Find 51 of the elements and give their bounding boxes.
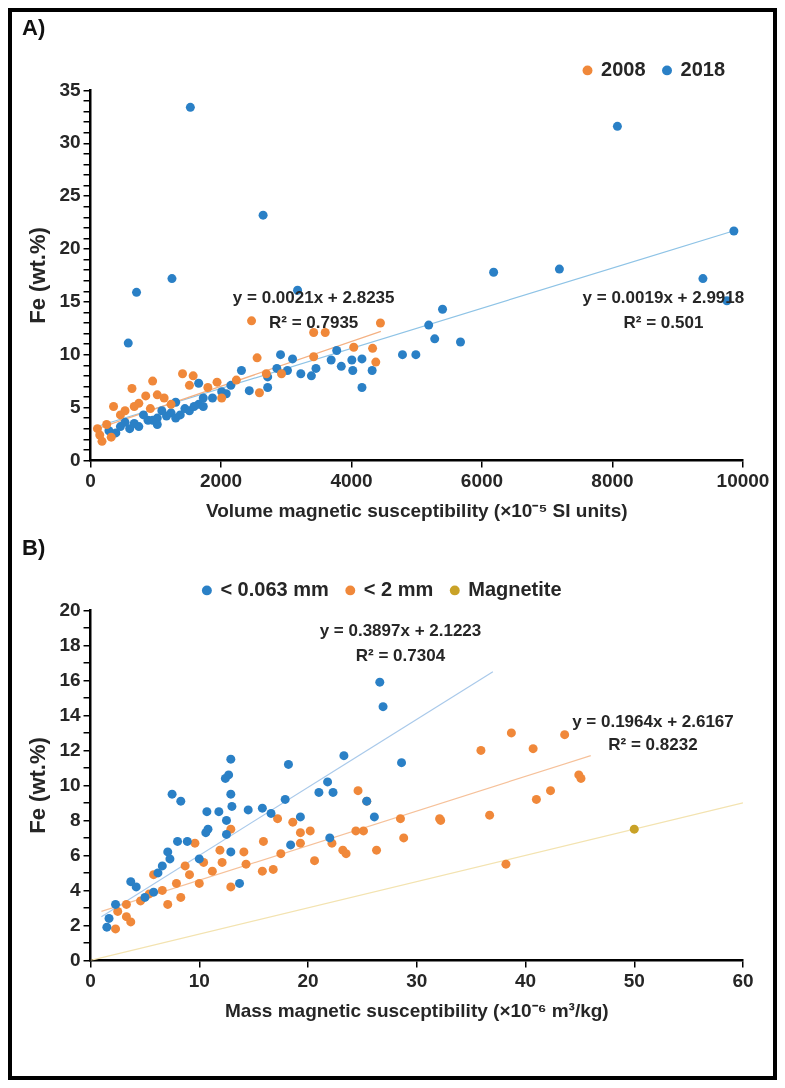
legend-label: Magnetite	[468, 577, 562, 600]
annotation: R² = 0.7304	[355, 645, 446, 665]
chart-title: A)	[22, 15, 46, 41]
y-tick-label: 0	[69, 948, 81, 970]
legend-label: 2018	[680, 57, 726, 80]
y-tick-label: 20	[59, 237, 81, 259]
y-tick-label: 20	[59, 598, 81, 620]
annotation: R² = 0.501	[623, 312, 704, 332]
x-tick-label: 0	[85, 970, 96, 992]
x-tick-label: 10	[188, 970, 210, 992]
annotation: y = 0.1964x + 2.6167	[572, 712, 734, 732]
x-tick-label: 6000	[460, 470, 504, 492]
y-tick-label: 18	[59, 633, 81, 655]
x-tick-label: 0	[85, 470, 96, 492]
x-axis-title: Mass magnetic susceptibility (×10⁻⁶ m³/kg)	[224, 999, 609, 1021]
y-tick-label: 2	[69, 913, 81, 935]
y-tick-label: 25	[59, 184, 81, 206]
y-tick-label: 5	[69, 395, 81, 417]
y-tick-label: 0	[69, 448, 81, 470]
y-tick-label: 14	[59, 703, 81, 725]
x-axis-title: Volume magnetic susceptibility (×10⁻⁵ SI units)	[205, 499, 628, 521]
legend-label: < 0.063 mm	[220, 577, 329, 600]
y-tick-label: 15	[59, 290, 81, 312]
x-tick-label: 30	[406, 970, 428, 992]
x-tick-label: 20	[297, 970, 319, 992]
y-tick-label: 12	[59, 738, 81, 760]
y-axis-title: Fe (wt.%)	[25, 227, 51, 324]
legend-label: 2008	[601, 57, 646, 80]
y-tick-label: 30	[59, 131, 81, 153]
y-tick-label: 10	[59, 773, 81, 795]
x-tick-label: 10000	[716, 470, 770, 492]
x-tick-label: 2000	[199, 470, 243, 492]
y-tick-label: 6	[69, 843, 81, 865]
x-tick-label: 60	[732, 970, 754, 992]
annotation: y = 0.0021x + 2.8235	[232, 288, 395, 308]
annotation: y = 0.3897x + 2.1223	[319, 621, 482, 641]
y-tick-label: 35	[59, 78, 81, 100]
x-tick-label: 50	[623, 970, 645, 992]
x-tick-label: 8000	[591, 470, 634, 492]
y-tick-label: 8	[69, 808, 81, 830]
annotation: y = 0.0019x + 2.9918	[582, 288, 745, 308]
y-axis-title: Fe (wt.%)	[25, 737, 51, 834]
annotation: R² = 0.8232	[608, 734, 698, 754]
legend-label: < 2 mm	[363, 577, 434, 600]
y-tick-label: 4	[69, 878, 81, 900]
annotation: R² = 0.7935	[269, 312, 359, 332]
x-tick-label: 4000	[330, 470, 373, 492]
x-tick-label: 40	[514, 970, 537, 992]
y-tick-label: 10	[59, 342, 81, 364]
chart-title: B)	[22, 535, 46, 561]
y-tick-label: 16	[59, 668, 81, 690]
